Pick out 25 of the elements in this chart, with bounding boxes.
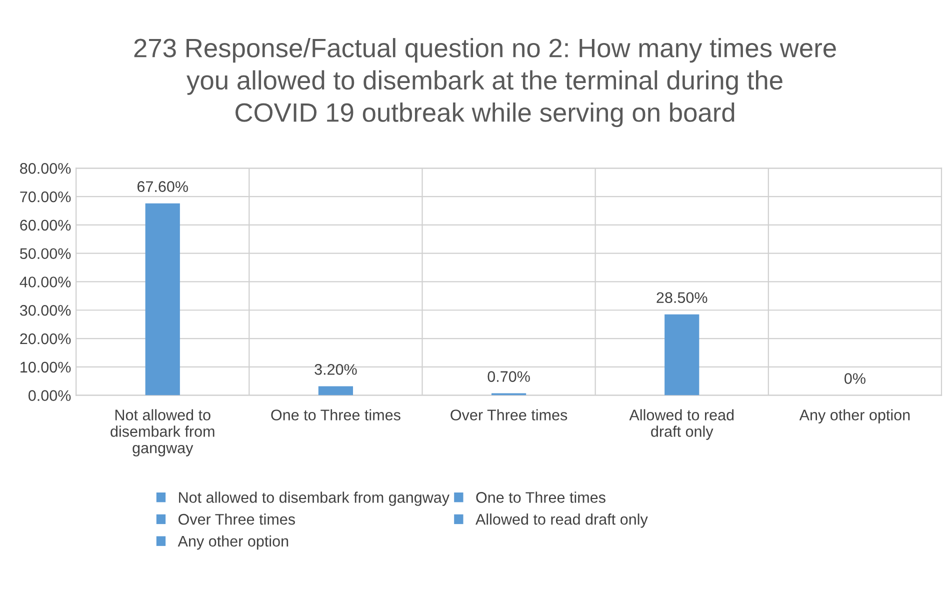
x-tick-label: Allowed to read draft only [629,409,734,440]
x-tick-label: Over Three times [450,409,568,420]
y-tick-label: 40.00% [20,276,71,288]
y-tick-label: 10.00% [20,362,71,373]
data-label: 0.70% [488,371,530,382]
y-tick-label: 70.00% [20,191,71,202]
data-label: 3.20% [314,364,357,375]
x-tick-label: Not allowed to disembark from gangway [110,409,214,456]
y-tick-label: 60.00% [20,220,71,231]
y-tick-label: 0.00% [28,390,71,401]
y-tick-label: 30.00% [20,304,71,316]
data-label: 0% [844,373,866,384]
y-tick-label: 20.00% [20,333,71,344]
data-label: 28.50% [656,292,708,304]
legend-label: One to Three times [476,492,606,503]
legend-label: Over Three times [178,514,295,525]
legend-label: Not allowed to disembark from gangway [179,492,450,506]
data-label: 67.60% [137,181,188,192]
y-tick-label: 80.00% [20,163,71,174]
y-tick-label: 50.00% [20,248,71,260]
x-tick-label: One to Three times [271,409,400,420]
legend-label: Any other option [178,535,288,550]
chart-title: 273 Response/Factual question no 2: How many times were you allowed to disembark at the terminal during the COVID 19 outbreak while serving on board [134,38,836,128]
x-tick-label: Any other option [799,409,910,424]
legend-label: Allowed to read draft only [476,514,648,528]
